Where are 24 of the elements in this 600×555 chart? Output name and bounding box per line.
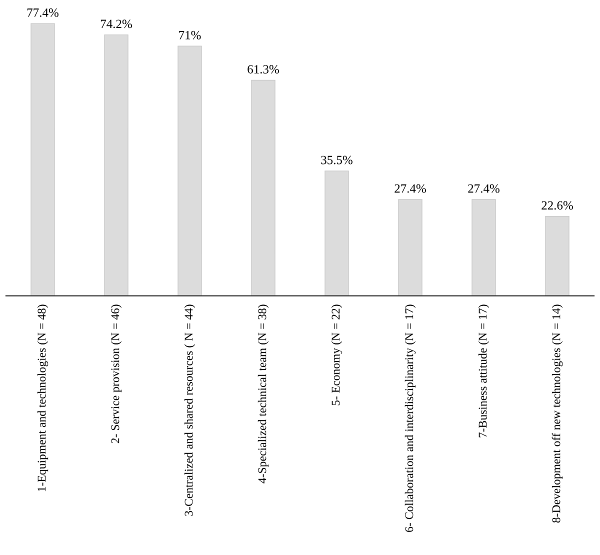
x-tick-label: 8-Development off new technologies (N = 14) (552, 304, 563, 523)
bar (398, 199, 422, 296)
data-label: 27.4% (468, 184, 500, 193)
data-label: 77.4% (27, 8, 58, 17)
bar (104, 34, 128, 296)
x-tick-label: 4-Specialized technical team (N = 38) (258, 304, 269, 484)
x-tick-label: 2- Service provision (N = 46) (110, 304, 122, 444)
x-tick-label: 5- Economy (N = 22) (331, 304, 342, 406)
x-tick-label: 1-Equipment and technologies (N = 48) (37, 304, 48, 492)
data-label: 61.3% (248, 65, 279, 74)
data-label: 35.5% (321, 156, 352, 164)
bar (178, 46, 202, 296)
bar (472, 199, 496, 296)
bar (251, 80, 276, 296)
data-label: 74.2% (100, 20, 132, 28)
data-label: 71% (179, 30, 201, 40)
x-tick-label: 3-Centralized and shared resources ( N = 44) (184, 304, 196, 516)
bar (30, 23, 55, 296)
x-tick-label: 7-Business attitude (N = 17) (478, 304, 490, 438)
bar (324, 170, 349, 296)
x-tick-label: 6- Collaboration and interdisciplinarity (N = 17) (404, 304, 416, 532)
data-label: 22.6% (542, 201, 573, 210)
data-label: 27.4% (394, 184, 426, 193)
bar (545, 216, 570, 296)
